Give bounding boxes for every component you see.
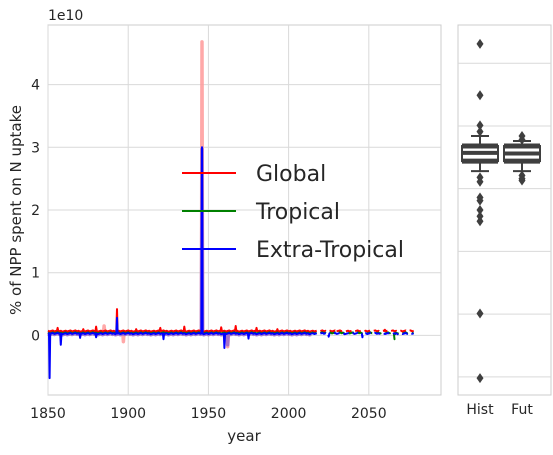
y-axis-label: % of NPP spent on N uptake bbox=[7, 105, 25, 315]
legend-label: Global bbox=[256, 162, 326, 187]
box-grid bbox=[458, 62, 551, 378]
box-tick-label: Hist bbox=[466, 402, 494, 418]
legend-label: Tropical bbox=[255, 200, 340, 225]
y-tick-label: 2 bbox=[31, 203, 40, 219]
box-outlier bbox=[518, 175, 526, 186]
box-outlier bbox=[476, 308, 484, 319]
y-tick-label: 0 bbox=[31, 328, 40, 344]
box-plot-area bbox=[457, 24, 552, 396]
main-axes: 1850 1900 1950 2000 2050 0 1 2 3 4 1e10 year % o… bbox=[7, 8, 442, 445]
y-tick-label: 1 bbox=[31, 266, 40, 282]
box-outlier bbox=[476, 176, 484, 187]
box-outlier bbox=[476, 195, 484, 206]
legend: Global Tropical Extra-Tropical bbox=[182, 162, 404, 263]
x-axis-label: year bbox=[227, 427, 261, 445]
box-outlier bbox=[476, 38, 484, 49]
box-tick-label: Fut bbox=[511, 402, 533, 418]
series-lines bbox=[47, 40, 414, 380]
x-tick-label: 1950 bbox=[191, 406, 227, 422]
x-tick-label: 2050 bbox=[351, 406, 387, 422]
y-offset-label: 1e10 bbox=[48, 8, 83, 24]
box-outlier bbox=[476, 90, 484, 101]
box-outlier bbox=[476, 216, 484, 227]
box-outlier bbox=[518, 134, 526, 145]
legend-label: Extra-Tropical bbox=[256, 238, 404, 263]
box-axes: Hist Fut bbox=[457, 24, 552, 418]
box-outlier bbox=[476, 120, 484, 131]
x-tick-label: 1850 bbox=[30, 406, 66, 422]
x-tick-label: 1900 bbox=[110, 406, 146, 422]
series-line bbox=[47, 146, 312, 380]
box-marks bbox=[461, 38, 541, 384]
series-line bbox=[47, 308, 312, 333]
box-outlier bbox=[476, 205, 484, 215]
box-tick-labels: Hist Fut bbox=[466, 402, 533, 418]
series-line bbox=[310, 328, 414, 333]
y-tick-label: 3 bbox=[31, 140, 40, 156]
box-outlier bbox=[476, 211, 484, 222]
box-outlier bbox=[476, 126, 484, 137]
series-line bbox=[310, 331, 414, 339]
x-tick-labels: 1850 1900 1950 2000 2050 bbox=[30, 406, 386, 422]
y-tick-labels: 0 1 2 3 4 bbox=[31, 78, 40, 345]
box-outlier bbox=[476, 373, 484, 384]
x-tick-label: 2000 bbox=[271, 406, 307, 422]
y-tick-label: 4 bbox=[31, 78, 40, 94]
